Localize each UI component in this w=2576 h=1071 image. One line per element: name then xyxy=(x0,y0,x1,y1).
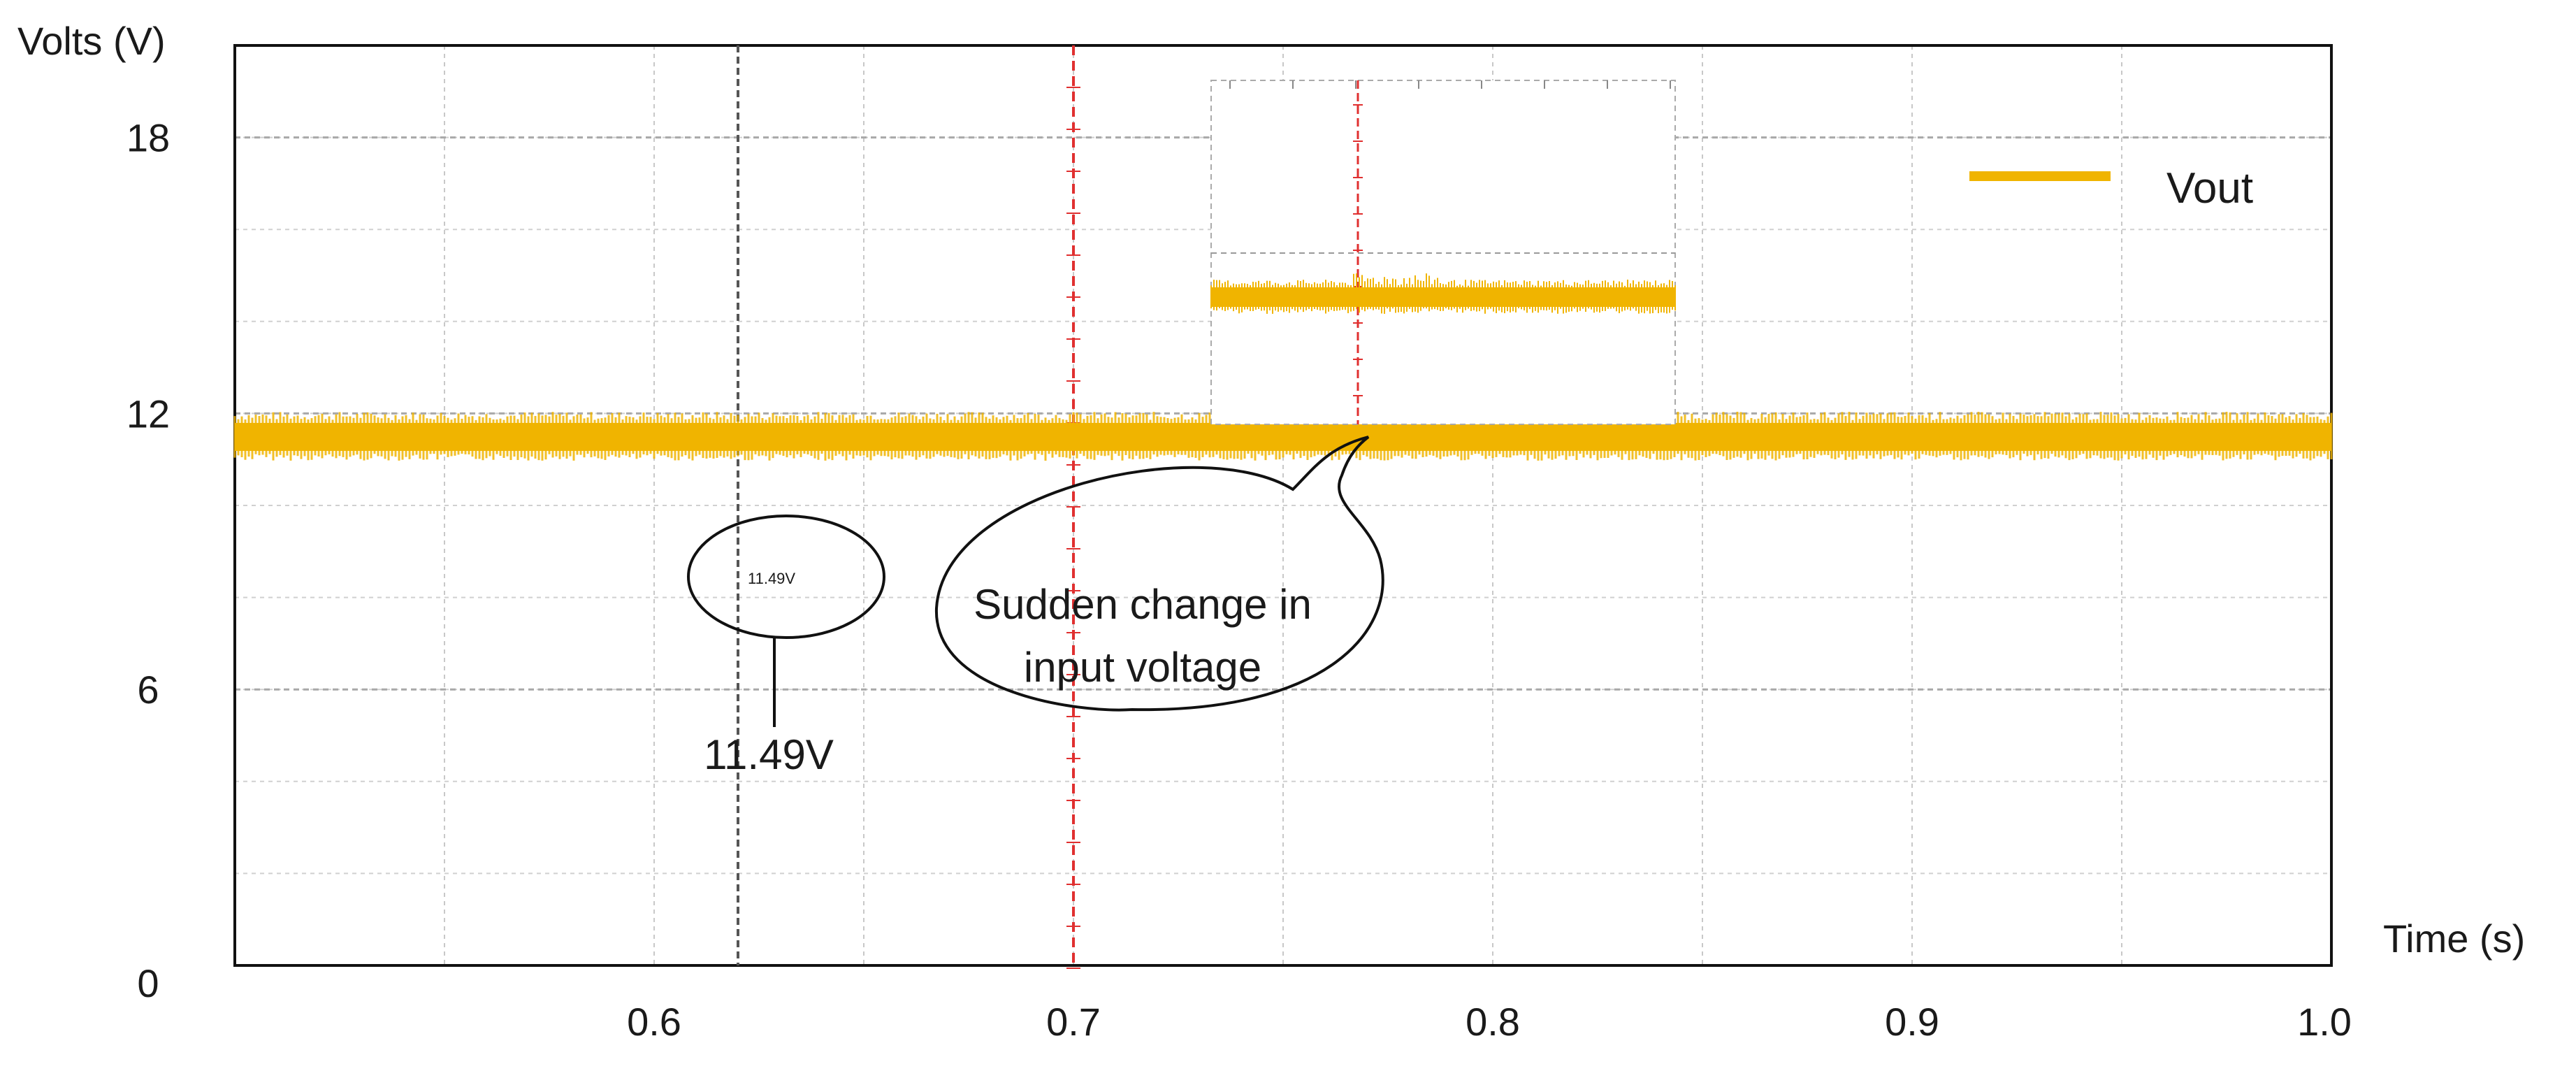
callout-line-1: Sudden change in xyxy=(974,581,1312,628)
series-layer xyxy=(233,412,2333,461)
x-tick-label: 0.8 xyxy=(1466,1000,1520,1044)
zoom-inset xyxy=(1210,80,1676,425)
x-tick-labels: 0.6 0.7 0.8 0.9 1.0 xyxy=(627,1000,2352,1044)
legend: Vout xyxy=(1969,164,2253,213)
x-tick-label: 0.6 xyxy=(627,1000,681,1044)
x-tick-label: 0.7 xyxy=(1046,1000,1101,1044)
inset-noise-vout xyxy=(1210,273,1676,314)
legend-label-vout: Vout xyxy=(2166,164,2253,213)
callout-annotation: Sudden change in input voltage xyxy=(934,436,1384,712)
x-tick-label: 0.9 xyxy=(1885,1000,1939,1044)
y-tick-label: 6 xyxy=(137,668,159,712)
reading-ellipse xyxy=(687,515,885,639)
callout-line-2: input voltage xyxy=(1024,644,1261,691)
y-tick-label: 12 xyxy=(126,391,170,436)
voltage-reading-annotation: 11.49V 11.49V xyxy=(687,515,885,778)
inset-series-trace xyxy=(1210,273,1676,314)
x-tick-label: 1.0 xyxy=(2297,1000,2352,1044)
plot-frame xyxy=(233,44,2333,967)
y-tick-label: 0 xyxy=(137,961,159,1005)
series-noise-vout xyxy=(233,412,2333,461)
x-axis-label: Time (s) xyxy=(2383,917,2525,961)
y-tick-label: 18 xyxy=(126,116,170,160)
scope-readout-text: 11.49V xyxy=(748,570,795,587)
voltage-reading-label: 11.49V xyxy=(704,731,834,778)
y-axis-label: Volts (V) xyxy=(17,19,166,63)
y-tick-labels: 0 6 12 18 xyxy=(126,116,170,1005)
callout-bubble xyxy=(934,436,1384,712)
